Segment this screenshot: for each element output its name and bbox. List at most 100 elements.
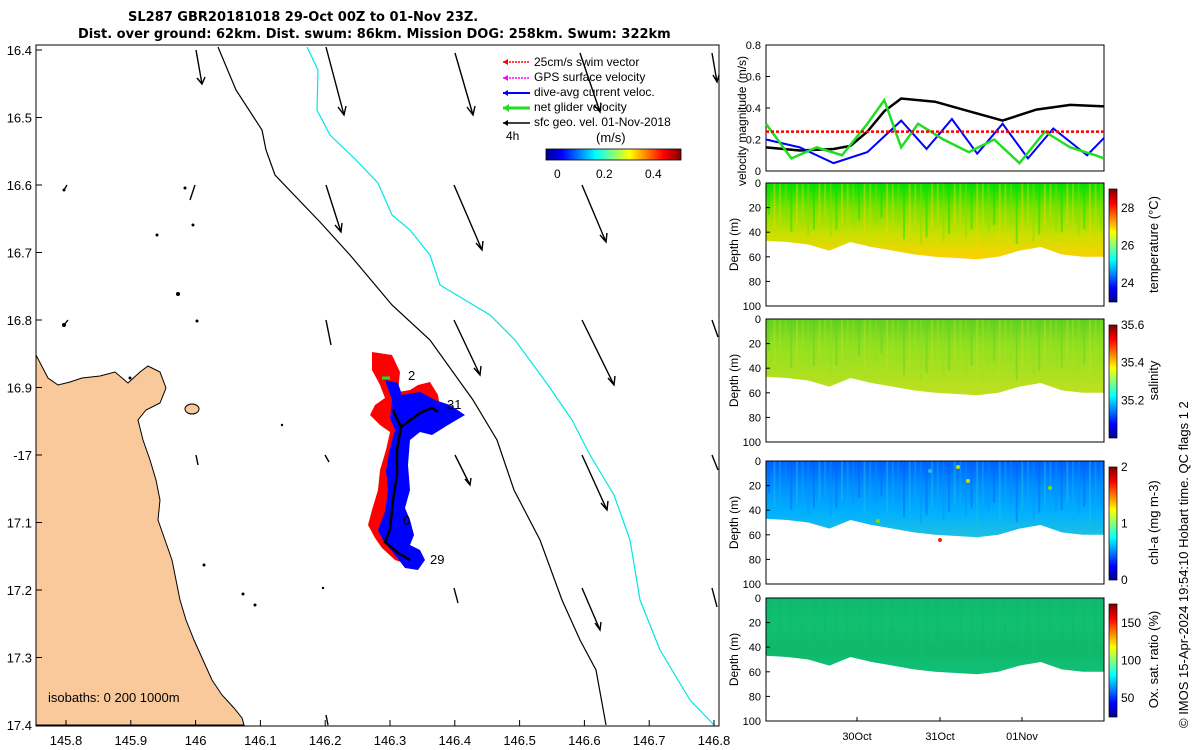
profile-ytick-label: 0 [755, 314, 761, 326]
map-xtick-label: 146.2 [309, 733, 342, 748]
velocity-series-0 [765, 97, 1105, 152]
profile-colorbar-0 [1108, 188, 1118, 303]
isobaths-label: isobaths: 0 200 1000m [48, 690, 180, 705]
profile-ytick-label: 20 [749, 203, 761, 215]
map-ytick-label: 17.2 [7, 583, 32, 598]
velocity-ylabel: velocity magnitude (m/s) [735, 55, 749, 186]
chl-highlight-point [938, 538, 942, 542]
profile-ytick-label: 100 [743, 437, 761, 449]
profile-ytick-label: 100 [743, 301, 761, 313]
profile-frame-2 [765, 460, 1105, 585]
profile-field-1 [766, 319, 1104, 396]
profile-ytick-label: 80 [749, 276, 761, 288]
map-xtick-label: 146.6 [568, 733, 601, 748]
colorbar-ticks: 0 0.2 0.4 [554, 167, 662, 181]
colorbar-label: temperature (°C) [1146, 196, 1161, 293]
velocity-series-1 [765, 117, 1105, 165]
colorbar-label: Ox. sat. ratio (%) [1146, 611, 1161, 709]
colorbar-tick-label: 100 [1121, 654, 1141, 668]
isobath-200m [306, 46, 715, 726]
profile-ytick-label: 100 [743, 579, 761, 591]
profile-ytick-label: 40 [749, 227, 761, 239]
svg-text:0.4: 0.4 [645, 167, 662, 181]
title-line-1: SL287 GBR20181018 29-Oct 00Z to 01-Nov 2… [128, 10, 479, 25]
profile-ytick-label: 60 [749, 667, 761, 679]
colorbar-label: chl-a (mg m-3) [1146, 480, 1161, 565]
time-xtick-label: 01Nov [1006, 731, 1038, 743]
velocity-ytick-label: 0.8 [746, 40, 761, 52]
colorbar-tick-label: 35.6 [1121, 318, 1145, 332]
map-xtick-label: 146.1 [244, 733, 277, 748]
map-y-axis: 16.4 16.5 16.6 16.7 16.8 16.9 -17 17.1 17.2 17.3 1… [7, 43, 42, 733]
map-ytick-label: 16.8 [7, 313, 32, 328]
map-ytick-label: 16.5 [7, 111, 32, 126]
legend-item-net: net glider velocity [503, 100, 627, 114]
svg-text:25cm/s swim vector: 25cm/s swim vector [534, 55, 639, 69]
legend-item-swim: 25cm/s swim vector [503, 55, 639, 69]
time-xtick-label: 30Oct [842, 731, 871, 743]
profile-ytick-label: 100 [743, 716, 761, 728]
speed-colorbar [545, 148, 682, 161]
svg-text:GPS surface velocity: GPS surface velocity [534, 70, 645, 84]
side-credit-label: © IMOS 15-Apr-2024 19:54:10 Hobart time.… [1176, 401, 1191, 728]
chl-highlight-point [876, 519, 880, 523]
svg-text:sfc geo. vel. 01-Nov-2018: sfc geo. vel. 01-Nov-2018 [534, 115, 671, 129]
isobath-1000m [217, 46, 607, 726]
colorbar-tick-label: 150 [1121, 616, 1141, 630]
profile-ytick-label: 0 [755, 456, 761, 468]
chl-highlight-point [1048, 486, 1052, 490]
map-xtick-label: 145.9 [115, 733, 148, 748]
day-label-0: 0 [403, 513, 410, 528]
map-legend: 25cm/s swim vector GPS surface velocity … [503, 55, 671, 145]
map-ytick-label: 16.6 [7, 178, 32, 193]
colorbar-tick-label: 28 [1121, 201, 1135, 215]
colorbar-tick-label: 2 [1121, 460, 1128, 474]
velocity-ytick-label: 0.6 [746, 72, 761, 84]
map-frame [35, 44, 720, 727]
velocity-series-2 [764, 97, 1105, 165]
colorbar-tick-label: 35.4 [1121, 356, 1145, 370]
map-x-axis: 145.8 145.9 146 146.1 146.2 146.3 146.4 146.5 14… [50, 720, 730, 748]
map-ytick-label: 17.1 [7, 516, 32, 531]
svg-text:0: 0 [554, 167, 561, 181]
profile-ytick-label: 80 [749, 691, 761, 703]
colorbar-title: (m/s) [596, 130, 626, 145]
glider-track-line [383, 406, 439, 562]
profile-ytick-label: 80 [749, 554, 761, 566]
profile-ytick-label: 0 [755, 593, 761, 605]
colorbar-tick-label: 35.2 [1121, 393, 1145, 407]
map-xtick-label: 146.5 [503, 733, 536, 748]
day-label-31: 31 [447, 397, 461, 412]
map-ytick-label: 16.4 [7, 43, 32, 58]
legend-time: 4h [506, 129, 519, 143]
profile-ytick-label: 20 [749, 618, 761, 630]
profile-ytick-label: 20 [749, 481, 761, 493]
profile-ytick-label: 60 [749, 530, 761, 542]
colorbar-tick-label: 26 [1121, 239, 1135, 253]
colorbar-tick-label: 24 [1121, 276, 1135, 290]
map-ytick-label: 17.3 [7, 651, 32, 666]
map-xtick-label: 146.7 [633, 733, 666, 748]
profile-ytick-label: 40 [749, 642, 761, 654]
svg-text:0.2: 0.2 [596, 167, 613, 181]
current-vectors [63, 46, 720, 726]
profile-ytick-label: 40 [749, 505, 761, 517]
profile-ytick-label: 0 [755, 178, 761, 190]
day-label-29: 29 [430, 552, 444, 567]
chl-highlight-point [956, 465, 960, 469]
day-label-2: 2 [408, 368, 415, 383]
map-ytick-label: 17.4 [7, 718, 32, 733]
legend-item-gps: GPS surface velocity [503, 70, 645, 84]
profile-field-3 [766, 598, 1104, 675]
map-ytick-label: 16.7 [7, 246, 32, 261]
map-ytick-label: -17 [13, 448, 32, 463]
profile-ylabel: Depth (m) [727, 218, 741, 271]
colorbar-tick-label: 0 [1121, 573, 1128, 587]
map-xtick-label: 146.4 [439, 733, 472, 748]
svg-text:net glider velocity: net glider velocity [534, 100, 627, 114]
map-xtick-label: 145.8 [50, 733, 83, 748]
legend-item-sfc: sfc geo. vel. 01-Nov-2018 [503, 115, 671, 129]
time-xtick-label: 31Oct [925, 731, 954, 743]
land-coastline [35, 354, 245, 726]
